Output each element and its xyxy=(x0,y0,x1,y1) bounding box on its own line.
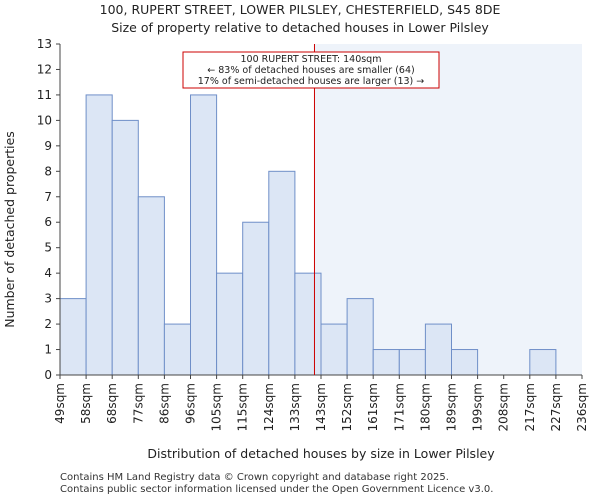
y-tick-label: 13 xyxy=(37,37,52,51)
x-tick-label: 86sqm xyxy=(157,383,171,424)
x-tick-label: 124sqm xyxy=(262,383,276,431)
y-tick-label: 4 xyxy=(44,266,52,280)
chart-subtitle: Size of property relative to detached ho… xyxy=(111,20,489,35)
x-tick-label: 227sqm xyxy=(549,383,563,431)
y-tick-label: 1 xyxy=(44,343,52,357)
histogram-bar xyxy=(59,298,87,376)
x-tick-label: 143sqm xyxy=(314,383,328,431)
x-tick-label: 208sqm xyxy=(497,383,511,431)
x-tick-label: 217sqm xyxy=(523,383,537,431)
histogram-bar xyxy=(163,323,191,376)
histogram-bar xyxy=(398,349,426,376)
annotation-line-2: ← 83% of detached houses are smaller (64… xyxy=(207,65,414,76)
x-tick-label: 68sqm xyxy=(105,383,119,424)
x-tick-label: 171sqm xyxy=(392,383,406,431)
histogram-bar xyxy=(111,119,139,376)
y-tick-label: 11 xyxy=(37,88,52,102)
x-tick-label: 189sqm xyxy=(445,383,459,431)
x-tick-label: 180sqm xyxy=(418,383,432,431)
histogram-bar xyxy=(137,196,165,376)
histogram-bar xyxy=(372,349,400,376)
y-tick-label: 12 xyxy=(37,62,52,76)
x-tick-label: 96sqm xyxy=(184,383,198,424)
y-axis-label: Number of detached properties xyxy=(2,131,17,328)
x-tick-label: 58sqm xyxy=(79,383,93,424)
x-tick-label: 236sqm xyxy=(575,383,589,431)
histogram-bar xyxy=(451,349,479,376)
x-tick-label: 199sqm xyxy=(471,383,485,431)
x-tick-label: 161sqm xyxy=(366,383,380,431)
y-tick-label: 9 xyxy=(44,139,52,153)
x-tick-label: 152sqm xyxy=(340,383,354,431)
histogram-bar xyxy=(190,94,218,376)
y-tick-label: 7 xyxy=(44,190,52,204)
histogram-bar xyxy=(216,272,244,376)
y-tick-label: 6 xyxy=(44,215,52,229)
histogram-bar xyxy=(294,272,322,376)
x-tick-label: 115sqm xyxy=(236,383,250,431)
x-tick-label: 133sqm xyxy=(288,383,302,431)
annotation-line-1: 100 RUPERT STREET: 140sqm xyxy=(241,54,382,65)
y-tick-label: 8 xyxy=(44,164,52,178)
y-tick-label: 0 xyxy=(44,368,52,382)
footer-line-2: Contains public sector information licen… xyxy=(60,484,494,495)
histogram-bar xyxy=(346,298,374,376)
chart-title: 100, RUPERT STREET, LOWER PILSLEY, CHEST… xyxy=(99,2,501,17)
annotation-box xyxy=(182,51,440,89)
histogram-bar xyxy=(85,94,113,376)
x-axis-label: Distribution of detached houses by size … xyxy=(147,446,495,461)
x-tick-label: 105sqm xyxy=(210,383,224,431)
histogram-bar xyxy=(424,323,452,376)
x-tick-label: 49sqm xyxy=(53,383,67,424)
x-tick-label: 77sqm xyxy=(131,383,145,424)
histogram-bar xyxy=(320,323,348,376)
y-tick-label: 2 xyxy=(44,317,52,331)
histogram-bar xyxy=(529,349,557,376)
annotation-line-3: 17% of semi-detached houses are larger (… xyxy=(198,76,425,87)
y-tick-label: 5 xyxy=(44,241,52,255)
histogram-bar xyxy=(242,221,270,376)
y-tick-label: 10 xyxy=(37,113,52,127)
histogram-bar xyxy=(268,170,296,376)
footer-line-1: Contains HM Land Registry data © Crown c… xyxy=(60,472,449,483)
y-tick-label: 3 xyxy=(44,292,52,306)
